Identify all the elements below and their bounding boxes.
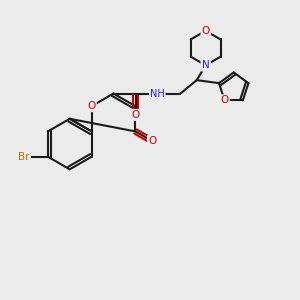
Text: O: O [88,101,96,111]
Text: N: N [202,60,209,70]
Text: O: O [132,110,140,120]
Text: O: O [148,136,156,146]
Text: N: N [202,60,209,70]
Text: O: O [220,95,229,105]
Text: NH: NH [150,88,165,98]
Text: O: O [202,26,210,36]
Text: Br: Br [18,152,30,162]
